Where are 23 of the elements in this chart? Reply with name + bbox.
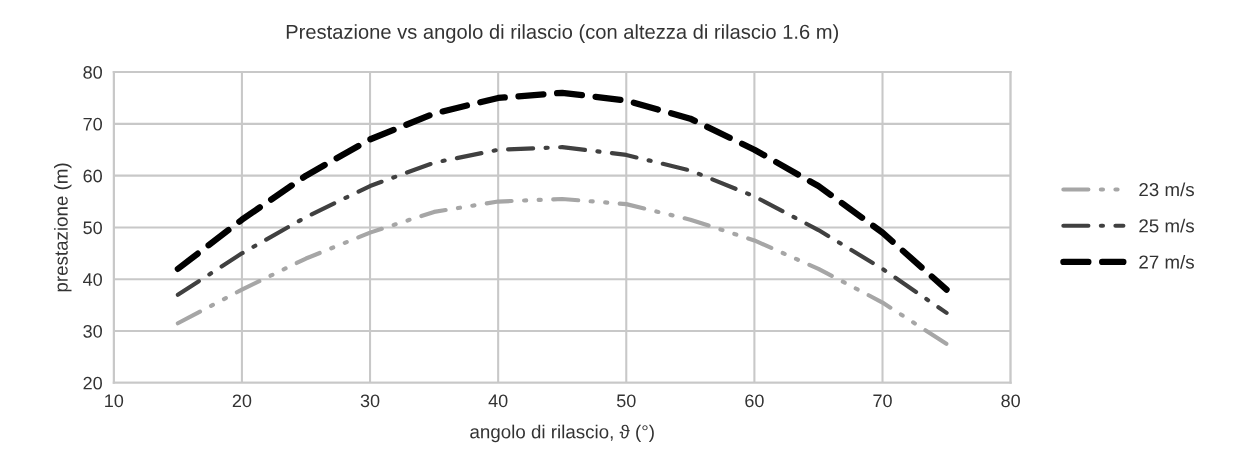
x-tick-label: 10 bbox=[105, 394, 124, 408]
y-tick-label: 50 bbox=[83, 221, 102, 235]
x-tick-label: 20 bbox=[232, 394, 252, 408]
legend-label: 25 m/s bbox=[1139, 218, 1194, 233]
x-tick-label: 80 bbox=[1001, 394, 1020, 408]
y-tick-label: 40 bbox=[83, 273, 102, 286]
y-tick-label: 20 bbox=[83, 376, 102, 390]
x-tick-label: 30 bbox=[360, 394, 380, 408]
y-tick-label: 70 bbox=[83, 117, 102, 131]
legend-label: 27 m/s bbox=[1139, 254, 1194, 269]
y-tick-label: 30 bbox=[83, 324, 102, 338]
y-axis-title: prestazione (m) bbox=[54, 163, 72, 292]
line-series bbox=[175, 196, 949, 347]
line-series bbox=[175, 145, 949, 315]
legend-label: 23 m/s bbox=[1139, 182, 1194, 197]
y-tick-label: 80 bbox=[83, 66, 102, 79]
chart-title: Prestazione vs angolo di rilascio (con altezza di rilascio 1.6 m) bbox=[286, 24, 839, 43]
y-tick-label: 60 bbox=[83, 169, 102, 183]
x-tick-label: 70 bbox=[873, 394, 892, 408]
x-axis-title: angolo di rilascio, ϑ (°) bbox=[470, 424, 654, 443]
x-tick-label: 50 bbox=[616, 394, 636, 408]
x-tick-label: 40 bbox=[488, 394, 508, 408]
x-tick-label: 60 bbox=[745, 394, 764, 408]
